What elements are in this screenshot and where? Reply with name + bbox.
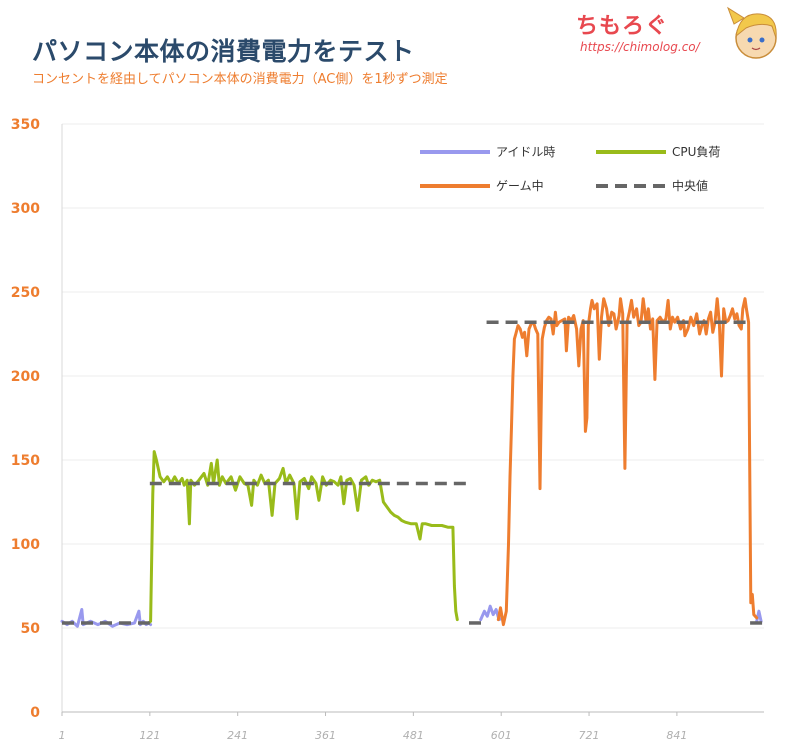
y-tick-label: 150: [11, 453, 40, 469]
logo-url: https://chimolog.co/: [580, 40, 700, 54]
y-tick-label: 50: [21, 621, 41, 637]
mascot-icon: [727, 6, 777, 59]
x-tick-label: 241: [227, 729, 248, 742]
y-tick-label: 0: [30, 705, 40, 721]
x-tick-labels: 1 121 241 361 481 601 721 841: [59, 729, 688, 742]
y-tick-label: 350: [11, 117, 40, 133]
legend-label-cpu: CPU負荷: [672, 145, 720, 159]
series-line-game: [496, 297, 759, 627]
axes: [61, 124, 764, 716]
series-line-idle: [60, 604, 763, 628]
legend-label-game: ゲーム中: [496, 178, 544, 193]
chart-subtitle: コンセントを経由してパソコン本体の消費電力（AC側）を1秒ずつ測定: [32, 72, 448, 87]
y-tick-labels: 0 50 100 150 200 250 300 350: [11, 117, 40, 721]
series-lines: [60, 297, 764, 628]
y-tick-label: 250: [11, 285, 40, 301]
series-line-cpu: [141, 450, 459, 625]
chart-title: パソコン本体の消費電力をテスト: [32, 37, 415, 66]
x-tick-label: 841: [666, 729, 687, 742]
x-tick-label: 481: [403, 729, 424, 742]
x-tick-label: 1: [59, 729, 66, 742]
legend-label-median: 中央値: [672, 178, 708, 193]
y-tick-label: 200: [11, 369, 40, 385]
grid-lines: [62, 123, 764, 629]
y-tick-label: 300: [11, 201, 40, 217]
x-tick-label: 361: [315, 729, 336, 742]
site-logo[interactable]: ちもろぐ https://chimolog.co/: [576, 6, 786, 64]
x-tick-label: 721: [579, 729, 600, 742]
y-tick-label: 100: [11, 537, 40, 553]
x-tick-label: 121: [139, 729, 160, 742]
legend-label-idle: アイドル時: [496, 145, 555, 159]
x-tick-label: 601: [491, 729, 512, 742]
logo-text: ちもろぐ: [576, 14, 669, 39]
